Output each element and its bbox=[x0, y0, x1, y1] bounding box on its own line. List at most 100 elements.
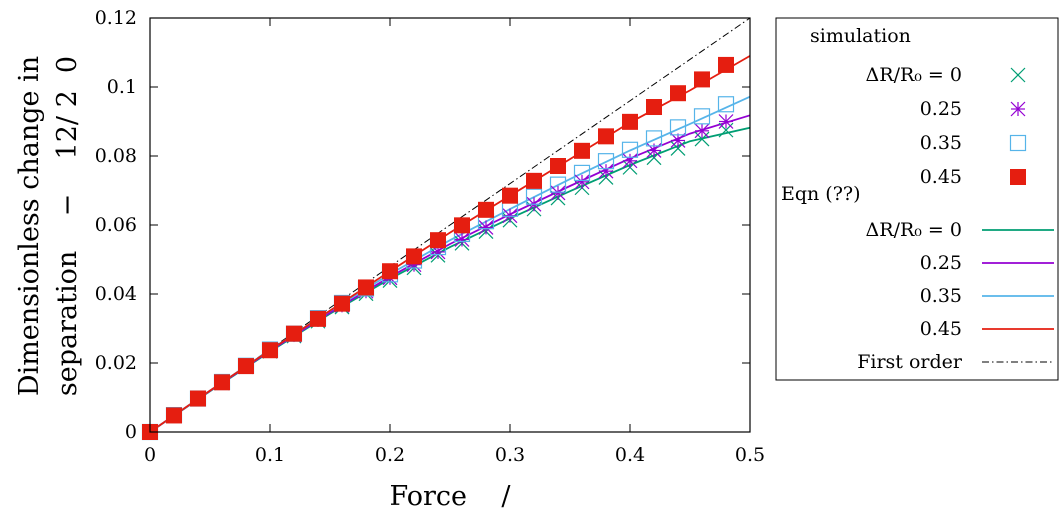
marker-square bbox=[694, 71, 710, 88]
data-point bbox=[574, 142, 590, 159]
marker-square bbox=[621, 141, 639, 158]
marker-square bbox=[549, 176, 567, 193]
data-point bbox=[478, 219, 494, 235]
data-point bbox=[502, 208, 518, 224]
legend-marker bbox=[1010, 169, 1026, 185]
marker-square bbox=[214, 374, 230, 391]
data-point bbox=[670, 140, 686, 156]
marker-square bbox=[670, 85, 686, 102]
marker-square bbox=[717, 96, 735, 113]
x-tick-label: 0.2 bbox=[375, 444, 405, 466]
marker-square bbox=[622, 113, 638, 130]
marker-stroke bbox=[670, 140, 686, 156]
marker-square bbox=[430, 232, 446, 249]
eqn-line-1 bbox=[149, 114, 751, 433]
data-point bbox=[430, 232, 446, 249]
data-point bbox=[693, 108, 711, 125]
data-point bbox=[525, 188, 543, 205]
marker-square bbox=[693, 108, 711, 125]
data-point bbox=[670, 85, 686, 102]
data-point bbox=[406, 248, 422, 265]
data-point bbox=[694, 123, 710, 139]
y-tick-label: 0 bbox=[125, 421, 137, 443]
data-point bbox=[310, 310, 326, 327]
marker-square bbox=[598, 128, 614, 145]
marker-square bbox=[334, 295, 350, 312]
data-point bbox=[622, 153, 638, 169]
y-tick-label: 0.02 bbox=[95, 352, 137, 374]
data-point bbox=[550, 158, 566, 175]
data-point bbox=[598, 163, 614, 179]
marker-square bbox=[190, 390, 206, 407]
legend-marker bbox=[1010, 67, 1026, 83]
legend-label: ΔR/R₀ = 0 bbox=[866, 219, 962, 241]
marker-square bbox=[526, 172, 542, 189]
y-tick-label: 0.1 bbox=[107, 76, 137, 98]
data-point bbox=[694, 131, 710, 147]
data-point bbox=[286, 325, 302, 342]
marker-square bbox=[718, 56, 734, 73]
marker-square bbox=[502, 187, 518, 204]
data-point bbox=[646, 99, 662, 116]
data-point bbox=[669, 119, 687, 136]
data-point bbox=[454, 217, 470, 234]
marker-square bbox=[454, 217, 470, 234]
legend-marker bbox=[1010, 101, 1026, 117]
legend-label: 0.35 bbox=[920, 285, 962, 307]
data-point bbox=[574, 174, 590, 190]
y-tick-labels: 0 0.02 0.04 0.06 0.08 0.1 0.12 bbox=[95, 7, 137, 443]
y-tick-label: 0.12 bbox=[95, 7, 137, 29]
marker-square bbox=[286, 325, 302, 342]
plot-frame bbox=[149, 17, 751, 433]
data-point bbox=[670, 133, 686, 148]
marker-square bbox=[406, 248, 422, 265]
data-point bbox=[334, 295, 350, 312]
data-point bbox=[166, 407, 182, 424]
eqn-line-2 bbox=[149, 95, 751, 433]
data-point bbox=[358, 279, 374, 296]
simulation-series-1 bbox=[142, 114, 734, 440]
data-point bbox=[550, 185, 566, 201]
data-point bbox=[694, 71, 710, 88]
data-point bbox=[645, 130, 663, 147]
legend-label: 0.25 bbox=[920, 98, 962, 120]
plot-series bbox=[141, 17, 751, 441]
legend-label: 0.25 bbox=[920, 252, 962, 274]
simulation-series-0 bbox=[142, 122, 734, 440]
marker-square bbox=[574, 142, 590, 159]
y-tick-label: 0.04 bbox=[95, 283, 137, 305]
x-axis-title: Force / bbox=[390, 481, 512, 512]
data-point bbox=[573, 164, 591, 182]
legend-marker bbox=[1009, 134, 1027, 152]
data-point bbox=[646, 150, 662, 166]
x-tick-label: 0.4 bbox=[615, 444, 645, 466]
marker-square bbox=[478, 201, 494, 218]
y-axis-title-line2: separation − 12/ 2 0 bbox=[52, 56, 83, 396]
y-tick-label: 0.06 bbox=[95, 214, 137, 236]
data-point bbox=[262, 342, 278, 359]
data-point bbox=[478, 201, 494, 218]
x-tick-label: 0 bbox=[144, 444, 156, 466]
marker-square bbox=[597, 153, 615, 170]
x-tick-label: 0.3 bbox=[495, 444, 525, 466]
legend-group-simulation: simulation bbox=[810, 25, 911, 47]
marker-square bbox=[238, 358, 254, 375]
marker-square bbox=[1009, 134, 1027, 152]
marker-square bbox=[262, 342, 278, 359]
legend-label: 0.45 bbox=[920, 318, 962, 340]
data-point bbox=[502, 187, 518, 204]
marker-square bbox=[310, 310, 326, 327]
x-tick-label: 0.1 bbox=[255, 444, 285, 466]
legend-group-eqn: Eqn (??) bbox=[781, 183, 861, 205]
data-point bbox=[526, 172, 542, 189]
data-point bbox=[598, 128, 614, 145]
legend-box bbox=[775, 17, 1059, 381]
marker-square bbox=[382, 263, 398, 280]
y-axis-title-line1: Dimensionless change in bbox=[14, 56, 45, 396]
marker-stroke bbox=[1010, 67, 1026, 83]
y-tick-label: 0.08 bbox=[95, 145, 137, 167]
x-tick-labels: 0 0.1 0.2 0.3 0.4 0.5 bbox=[144, 444, 765, 466]
marker-square bbox=[525, 188, 543, 205]
